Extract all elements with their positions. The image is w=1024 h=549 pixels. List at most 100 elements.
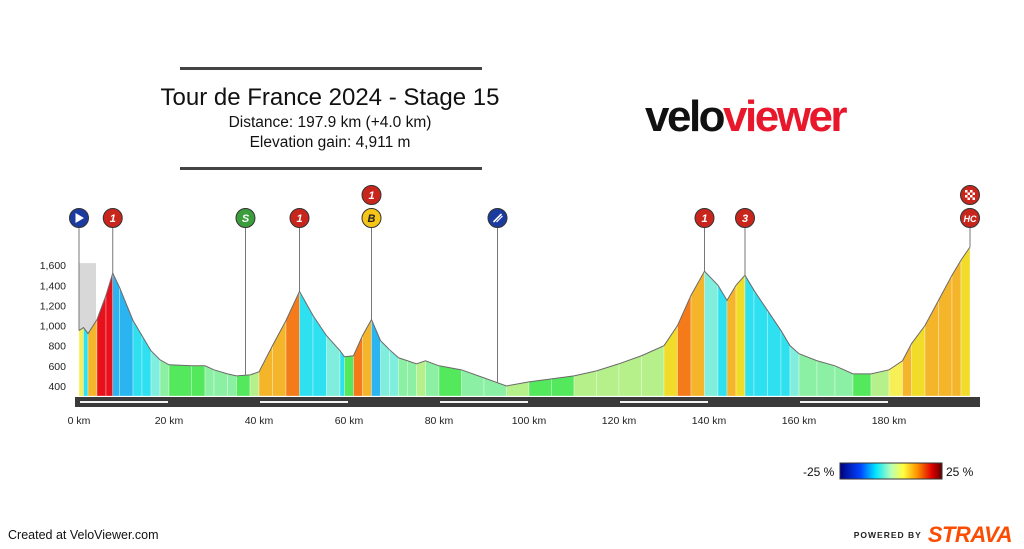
strava-badge: POWERED BY STRAVA: [853, 522, 1013, 548]
elevation-text: Elevation gain: 4,911 m: [249, 134, 411, 151]
profile-segment: [744, 274, 755, 397]
checker-square: [965, 190, 968, 193]
feed-glyph: [496, 215, 503, 223]
axis-stripe: [260, 401, 348, 403]
marker-badge: [235, 208, 256, 228]
marker-label: S: [242, 213, 250, 225]
marker-label: 1: [110, 213, 116, 225]
x-tick-label: 20 km: [155, 415, 184, 427]
distance-text: Distance: 197.9 km (+4.0 km): [228, 114, 432, 131]
marker-label: 3: [742, 213, 748, 225]
marker-label: HC: [964, 214, 977, 224]
profile-segment: [112, 273, 120, 397]
profile-segment: [735, 274, 746, 397]
checker-square: [965, 195, 968, 198]
marker-climb-icon: 1: [361, 185, 382, 205]
profile-segment: [96, 295, 107, 397]
profile-segment: [960, 246, 971, 397]
checker-square: [972, 197, 975, 200]
profile-segment: [362, 318, 372, 397]
profile-segment: [690, 270, 705, 397]
axis-stripe: [80, 401, 168, 403]
profile-segment: [344, 355, 354, 397]
profile-outline: [78, 246, 971, 387]
marker-climb-icon: 1: [289, 208, 310, 292]
marker-badge: [102, 208, 123, 228]
marker-label: 1: [701, 213, 707, 225]
profile-segment: [938, 275, 953, 397]
x-tick-label: 0 km: [68, 415, 91, 427]
profile-segment: [618, 355, 642, 397]
profile-segment: [299, 290, 314, 397]
profile-segment: [204, 365, 215, 397]
profile-segment: [227, 373, 237, 397]
marker-badge: [361, 185, 382, 205]
checker-square: [970, 190, 973, 193]
y-tick-label: 800: [48, 341, 66, 353]
stage-title: Tour de France 2024 - Stage 15: [160, 84, 500, 111]
profile-segment: [726, 284, 737, 397]
legend-max-label: 25 %: [946, 465, 974, 479]
legend-gradient-bar: [839, 462, 943, 480]
checker-square: [967, 197, 970, 200]
marker-sprint-icon: S: [235, 208, 256, 376]
marker-badge: [289, 208, 310, 228]
x-tick-label: 80 km: [425, 415, 454, 427]
profile-segment: [416, 360, 426, 397]
profile-segment: [951, 259, 962, 397]
powered-by-text: POWERED BY: [853, 530, 922, 540]
logo-velo: velo: [645, 92, 726, 141]
strava-logo: STRAVA: [927, 522, 1013, 547]
marker-start-icon: [69, 208, 89, 331]
marker-badge: [361, 208, 382, 228]
marker-badge: [960, 208, 980, 228]
header-rule-top: [180, 67, 482, 70]
x-tick-label: 100 km: [512, 415, 547, 427]
profile-segment: [888, 360, 903, 397]
profile-segment: [258, 345, 273, 397]
profile-segment: [704, 270, 719, 397]
x-tick-label: 60 km: [335, 415, 364, 427]
axis-stripe: [440, 401, 528, 403]
profile-segment: [272, 320, 287, 397]
checker-square: [972, 192, 975, 195]
marker-hc-icon: HC: [960, 208, 980, 248]
profile-segment: [641, 345, 665, 397]
x-tick-label: 140 km: [692, 415, 727, 427]
profile-segment: [312, 314, 327, 397]
profile-segment: [596, 363, 620, 397]
y-tick-label: 1,400: [40, 280, 66, 292]
marker-label: B: [368, 213, 376, 225]
checker-square: [970, 195, 973, 198]
profile-segment: [911, 324, 926, 397]
profile-segment: [780, 329, 791, 397]
profile-segment: [425, 360, 440, 397]
axis-stripe: [800, 401, 888, 403]
feed-glyph: [492, 213, 503, 223]
logo-viewer: viewer: [723, 92, 847, 141]
marker-label: 1: [296, 213, 302, 225]
profile-segment: [816, 360, 836, 397]
profile-segment: [78, 326, 84, 397]
x-tick-label: 120 km: [602, 415, 637, 427]
profile-segment: [407, 360, 417, 397]
axis-stripe: [620, 401, 708, 403]
y-tick-label: 600: [48, 361, 66, 373]
profile-segment: [789, 344, 800, 397]
profile-segment: [398, 357, 408, 397]
profile-segment: [150, 349, 161, 397]
x-tick-label: 180 km: [872, 415, 907, 427]
marker-bonus-icon: B: [361, 208, 382, 320]
profile-segment: [753, 289, 768, 397]
profile-segment: [159, 359, 170, 397]
profile-segment: [141, 334, 152, 397]
y-tick-label: 1,200: [40, 300, 66, 312]
y-tick-label: 1,000: [40, 321, 66, 333]
play-glyph: [75, 213, 84, 223]
marker-feed-icon: [487, 208, 508, 383]
profile-segment: [852, 373, 872, 397]
veloviewer-logo: veloviewer: [645, 92, 848, 141]
profile-segment: [249, 371, 260, 397]
created-at-text: Created at VeloViewer.com: [8, 528, 159, 542]
